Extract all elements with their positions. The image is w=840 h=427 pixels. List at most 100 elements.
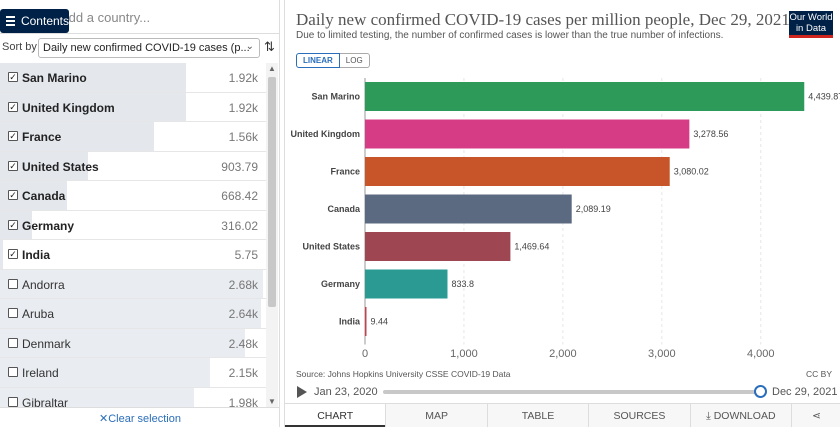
chevron-down-icon: ⌄	[245, 41, 254, 52]
checkbox[interactable]: ✓	[8, 160, 18, 171]
scroll-down-icon[interactable]: ▼	[268, 397, 276, 406]
tab-chart[interactable]: CHART	[285, 404, 386, 427]
checkbox[interactable]	[8, 367, 18, 377]
category-label: India	[339, 317, 361, 327]
play-icon[interactable]	[297, 386, 307, 398]
chart-title: Daily new confirmed COVID-19 cases per m…	[296, 10, 790, 29]
source-note[interactable]: Source: Johns Hopkins University CSSE CO…	[296, 369, 511, 379]
sort-row: Sort by Daily new confirmed COVID-19 cas…	[0, 36, 280, 60]
tab-sources[interactable]: SOURCES	[588, 404, 690, 427]
sort-select-value: Daily new confirmed COVID-19 cases (p...	[43, 42, 250, 54]
list-scrollbar[interactable]: ▲ ▼	[266, 63, 278, 407]
bar[interactable]	[365, 82, 805, 111]
contents-button[interactable]: Contents	[0, 9, 69, 33]
timeline-handle[interactable]	[754, 385, 767, 398]
list-item-bar	[0, 92, 187, 121]
bar[interactable]	[365, 194, 572, 224]
scroll-up-icon[interactable]: ▲	[268, 64, 276, 73]
list-item-name: United States	[22, 159, 99, 174]
list-item-name: Canada	[22, 189, 66, 203]
list-item-value: 2.15k	[228, 366, 258, 380]
category-label: France	[330, 167, 360, 177]
list-item-name: Germany	[22, 218, 75, 233]
checkbox[interactable]: ✓	[8, 219, 18, 230]
x-tick-label: 0	[362, 348, 368, 360]
checkbox[interactable]	[8, 396, 18, 407]
list-item[interactable]: ✓ Canada 668.42	[0, 181, 266, 211]
value-label: 3,278.56	[693, 129, 728, 139]
list-item-name: United Kingdom	[22, 100, 115, 115]
list-item[interactable]: Andorra 2.68k	[0, 269, 266, 299]
list-item-bar	[0, 387, 195, 407]
contents-label: Contents	[20, 14, 69, 28]
timeline-start-label: Jan 23, 2020	[314, 386, 378, 398]
list-item[interactable]: ✓ United Kingdom 1.92k	[0, 92, 266, 122]
logo-line-1: Our World	[789, 12, 833, 23]
checkbox[interactable]	[8, 308, 18, 318]
checkbox[interactable]: ✓	[8, 249, 18, 259]
list-item-bar	[0, 63, 187, 92]
list-item[interactable]: ✓ France 1.56k	[0, 122, 266, 152]
x-tick-label: 3,000	[648, 348, 676, 360]
checkbox[interactable]: ✓	[8, 72, 18, 82]
chart-panel: Daily new confirmed COVID-19 cases per m…	[284, 0, 840, 427]
country-search-input[interactable]	[60, 7, 270, 27]
clear-selection-button[interactable]: ✕Clear selection	[0, 407, 280, 427]
category-label: United Kingdom	[291, 129, 361, 139]
entity-selector-panel: Contents Sort by Daily new confirmed COV…	[0, 0, 280, 427]
owid-logo[interactable]: Our World in Data	[789, 11, 833, 37]
log-scale-button[interactable]: LOG	[339, 53, 370, 68]
category-label: Germany	[321, 279, 360, 289]
list-item-name: San Marino	[22, 71, 87, 85]
bar[interactable]	[365, 269, 448, 299]
bar[interactable]	[365, 232, 511, 261]
list-item-bar	[0, 328, 245, 357]
license-note[interactable]: CC BY	[806, 369, 832, 379]
x-tick-label: 4,000	[747, 348, 775, 360]
checkbox[interactable]: ✓	[8, 101, 18, 112]
tab-download[interactable]: ⤓ DOWNLOAD	[689, 404, 792, 427]
x-tick-label: 1,000	[450, 348, 478, 360]
list-item-value: 2.48k	[228, 336, 258, 351]
tab-map[interactable]: MAP	[385, 404, 487, 427]
list-item-value: 5.75	[234, 248, 258, 262]
bar[interactable]	[365, 307, 367, 336]
scroll-thumb[interactable]	[268, 77, 276, 307]
list-item-value: 1.92k	[228, 71, 258, 85]
checkbox[interactable]	[8, 278, 18, 289]
list-item-value: 668.42	[221, 189, 258, 203]
tab-bar: CHART MAP TABLE SOURCES ⤓ DOWNLOAD ⋖	[285, 403, 840, 427]
list-item-value: 316.02	[221, 218, 258, 233]
bar[interactable]	[365, 157, 670, 186]
close-icon: ✕	[99, 413, 109, 425]
tab-table[interactable]: TABLE	[486, 404, 589, 427]
list-item[interactable]: Denmark 2.48k	[0, 328, 266, 358]
list-item[interactable]: ✓ San Marino 1.92k	[0, 63, 266, 93]
list-item[interactable]: ✓ India 5.75	[0, 240, 266, 270]
hamburger-icon	[6, 14, 15, 28]
list-item[interactable]: Ireland 2.15k	[0, 358, 266, 388]
list-item[interactable]: Aruba 2.64k	[0, 299, 266, 329]
list-item-bar	[0, 358, 211, 387]
category-label: Canada	[327, 204, 361, 214]
list-item[interactable]: ✓ Germany 316.02	[0, 210, 266, 240]
list-item-bar	[0, 299, 261, 328]
timeline-track[interactable]	[383, 390, 759, 394]
list-item[interactable]: Gibraltar 1.98k	[0, 387, 266, 408]
bar[interactable]	[365, 119, 690, 149]
list-item-value: 2.64k	[228, 307, 258, 321]
checkbox[interactable]	[8, 337, 18, 348]
checkbox[interactable]: ✓	[8, 190, 18, 200]
download-icon: ⤓	[706, 410, 714, 422]
share-button[interactable]: ⋖	[791, 404, 840, 427]
sort-order-icon[interactable]: ⇅	[264, 39, 275, 54]
list-item-value: 1.56k	[228, 130, 258, 144]
list-item-name: Gibraltar	[22, 395, 69, 408]
category-label: San Marino	[311, 92, 360, 102]
timeline: Jan 23, 2020 Dec 29, 2021	[285, 382, 840, 402]
linear-scale-button[interactable]: LINEAR	[296, 53, 340, 68]
list-item-value: 2.68k	[228, 277, 258, 292]
checkbox[interactable]: ✓	[8, 131, 18, 141]
list-item[interactable]: ✓ United States 903.79	[0, 151, 266, 181]
sort-select[interactable]: Daily new confirmed COVID-19 cases (p...…	[38, 38, 260, 58]
